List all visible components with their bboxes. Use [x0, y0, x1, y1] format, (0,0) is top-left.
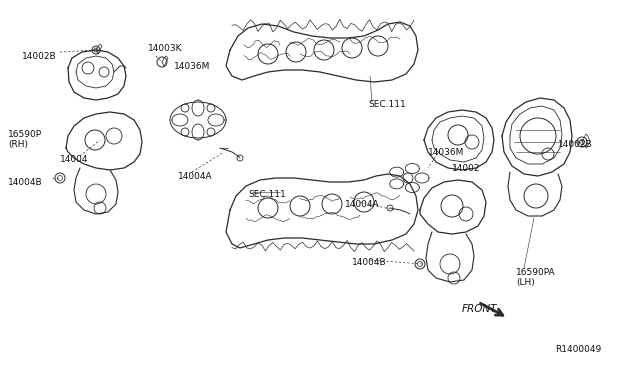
Text: 14004: 14004: [60, 155, 88, 164]
Text: FRONT: FRONT: [462, 304, 497, 314]
Text: 14004A: 14004A: [178, 172, 212, 181]
Text: 16590PA
(LH): 16590PA (LH): [516, 268, 556, 288]
Text: 14003K: 14003K: [148, 44, 182, 53]
Text: 14036M: 14036M: [174, 62, 211, 71]
Text: 14002: 14002: [452, 164, 481, 173]
Text: 14004B: 14004B: [8, 178, 43, 187]
Text: SEC.111: SEC.111: [248, 190, 285, 199]
Text: 14036M: 14036M: [428, 148, 465, 157]
Text: 14002B: 14002B: [22, 52, 57, 61]
Text: 14004B: 14004B: [352, 258, 387, 267]
Text: SEC.111: SEC.111: [368, 100, 406, 109]
Text: 14004A: 14004A: [345, 200, 380, 209]
Text: R1400049: R1400049: [555, 345, 601, 354]
Text: 14002B: 14002B: [558, 140, 593, 149]
Text: 16590P
(RH): 16590P (RH): [8, 130, 42, 150]
